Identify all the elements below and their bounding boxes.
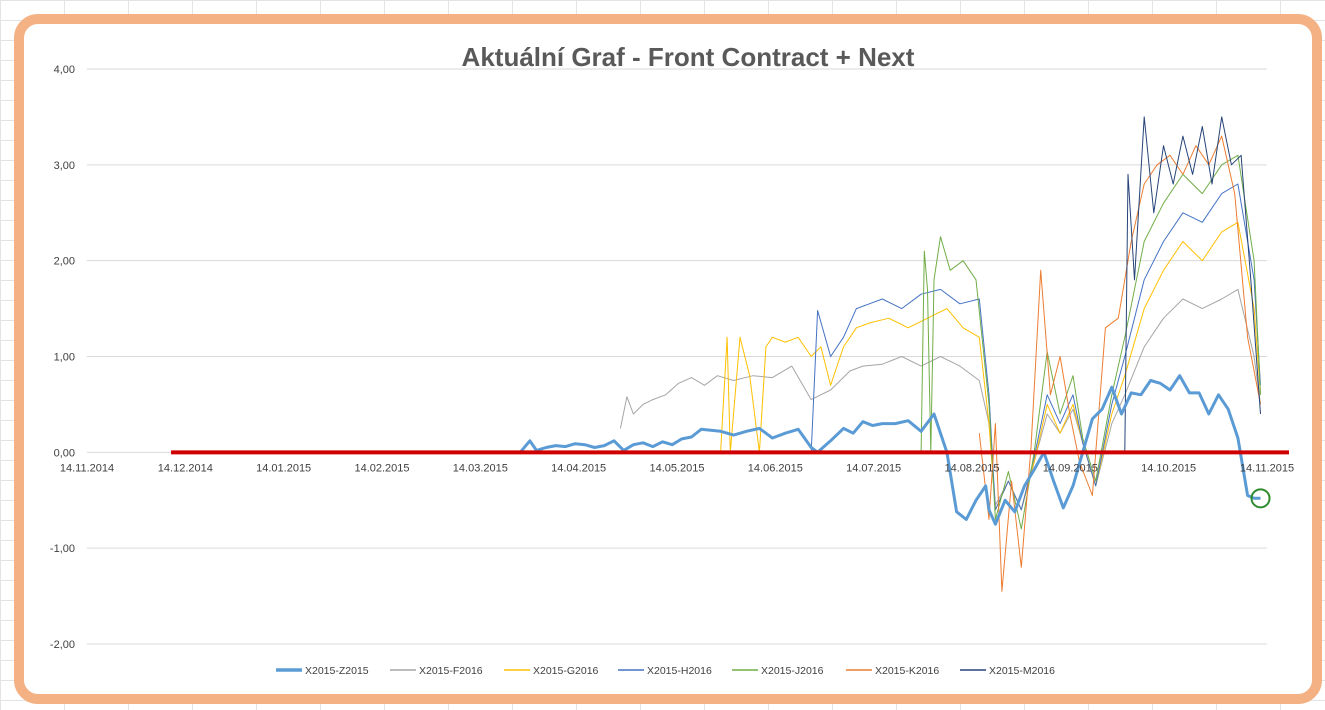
y-tick-label: -1,00	[50, 543, 75, 555]
legend-label: X2015-H2016	[647, 665, 712, 677]
annotations	[1250, 488, 1271, 509]
y-tick-label: 0,00	[54, 447, 75, 459]
series-line-x2015-g2016	[720, 221, 1261, 511]
legend-label: X2015-J2016	[761, 665, 824, 677]
x-tick-label: 14.08.2015	[944, 462, 999, 474]
x-tick-label: 14.07.2015	[846, 462, 901, 474]
chart-title: Aktuální Graf - Front Contract + Next	[462, 42, 915, 72]
gridlines	[87, 68, 1267, 645]
series-line-x2015-f2016	[619, 288, 1261, 511]
series-line-x2015-z2015	[171, 374, 1261, 526]
legend-label: X2015-Z2015	[305, 665, 369, 677]
x-tick-label: 14.05.2015	[649, 462, 704, 474]
highlight-circle	[1250, 488, 1271, 509]
x-tick-label: 14.04.2015	[551, 462, 606, 474]
y-tick-label: 3,00	[54, 160, 75, 172]
x-tick-label: 14.12.2014	[158, 462, 213, 474]
x-tick-label: 14.11.2014	[60, 462, 114, 474]
x-tick-label: 14.09.2015	[1043, 462, 1098, 474]
x-tick-label: 14.02.2015	[354, 462, 409, 474]
y-tick-label: 2,00	[54, 256, 75, 268]
x-tick-label: 14.06.2015	[748, 462, 803, 474]
series-lines	[171, 116, 1261, 592]
legend-label: X2015-G2016	[533, 665, 599, 677]
legend: X2015-Z2015 X2015-F2016 X2015-G2016 X2015-H…	[276, 665, 1055, 677]
x-axis-ticks: 14.11.2014 14.12.2014 14.01.2015 14.02.2015…	[60, 462, 1294, 474]
legend-label: X2015-F2016	[419, 665, 483, 677]
y-tick-label: -2,00	[50, 639, 75, 651]
x-tick-label: 14.10.2015	[1141, 462, 1196, 474]
legend-label: X2015-K2016	[875, 665, 939, 677]
series-line-x2015-k2016	[978, 135, 1261, 592]
y-tick-label: 1,00	[54, 352, 75, 364]
series-line-x2015-m2016	[1124, 116, 1261, 453]
series-line-x2015-h2016	[810, 183, 1261, 511]
x-tick-label: 14.03.2015	[453, 462, 508, 474]
x-tick-label: 14.01.2015	[256, 462, 311, 474]
chart-frame	[14, 14, 1322, 704]
legend-label: X2015-M2016	[989, 665, 1055, 677]
x-tick-label: 14.11.2015	[1240, 462, 1294, 474]
y-axis-ticks: 4,00 3,00 2,00 1,00 0,00 -1,00 -2,00	[50, 64, 75, 651]
y-tick-label: 4,00	[54, 64, 75, 76]
